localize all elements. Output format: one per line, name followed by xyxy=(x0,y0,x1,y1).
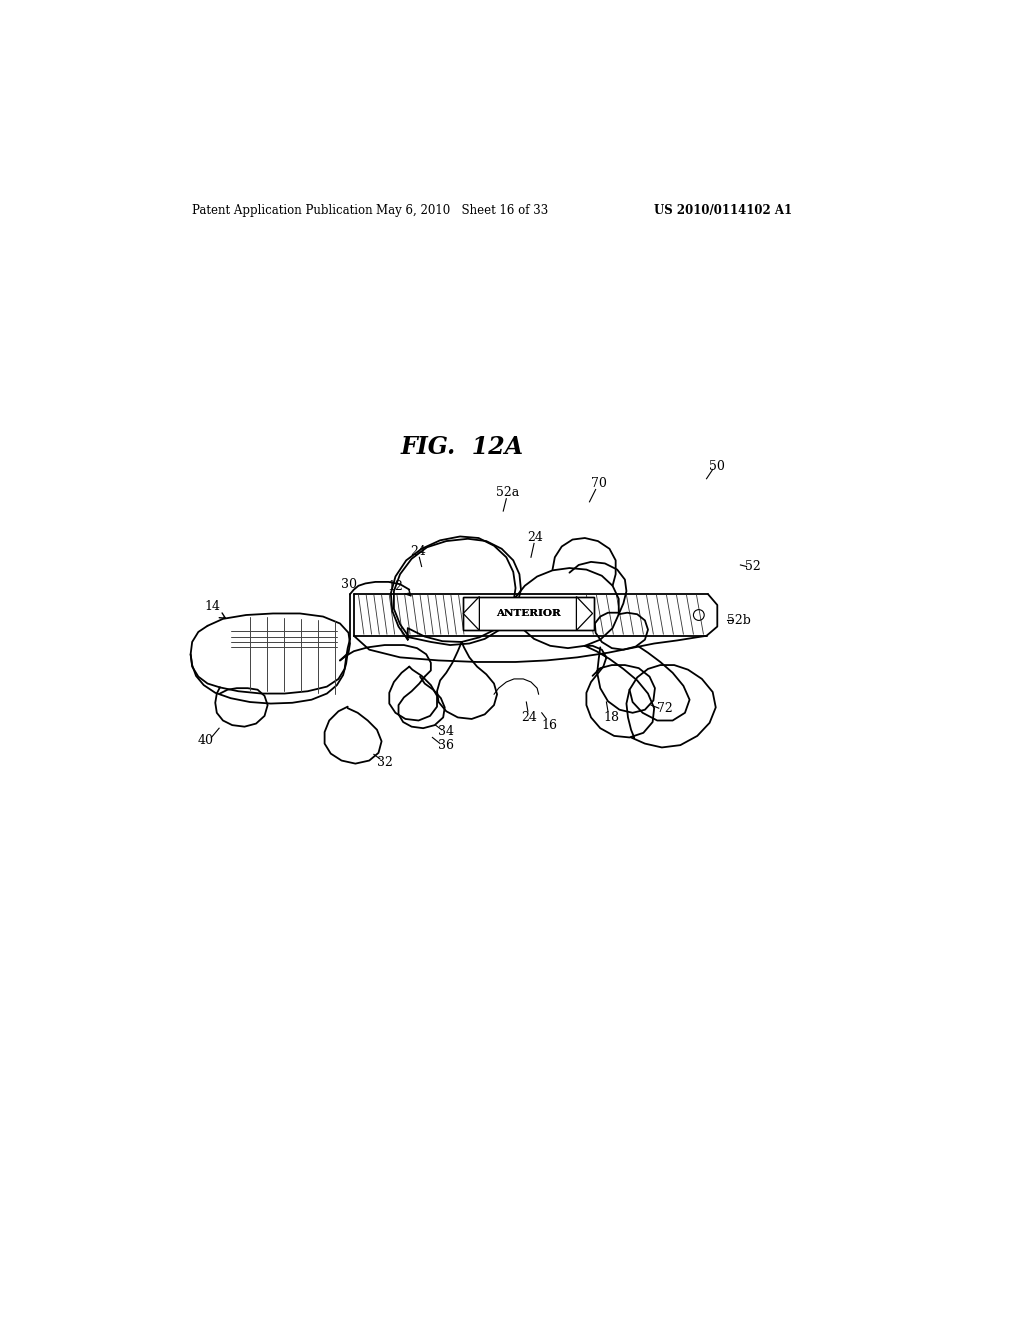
Text: May 6, 2010   Sheet 16 of 33: May 6, 2010 Sheet 16 of 33 xyxy=(376,205,548,218)
Bar xyxy=(463,597,594,631)
Text: 12: 12 xyxy=(387,579,403,593)
Text: 30: 30 xyxy=(341,578,357,591)
Text: 72: 72 xyxy=(657,702,673,714)
Text: 70: 70 xyxy=(591,477,606,490)
Text: 16: 16 xyxy=(542,718,557,731)
Text: 40: 40 xyxy=(198,734,214,747)
Bar xyxy=(463,597,594,631)
Text: 52: 52 xyxy=(744,560,761,573)
Text: 32: 32 xyxy=(377,755,392,768)
Text: Patent Application Publication: Patent Application Publication xyxy=(193,205,373,218)
Text: ANTERIOR: ANTERIOR xyxy=(497,609,561,618)
Polygon shape xyxy=(577,597,593,631)
Text: ANTERIOR: ANTERIOR xyxy=(497,609,561,618)
Text: 14: 14 xyxy=(204,601,220,612)
Text: 36: 36 xyxy=(438,739,455,751)
Text: US 2010/0114102 A1: US 2010/0114102 A1 xyxy=(654,205,793,218)
Text: FIG.  12A: FIG. 12A xyxy=(400,436,523,459)
Polygon shape xyxy=(463,597,479,631)
Text: 50: 50 xyxy=(710,459,725,473)
Text: 24: 24 xyxy=(527,531,544,544)
Text: 18: 18 xyxy=(603,711,620,723)
Text: 34: 34 xyxy=(438,725,455,738)
Text: 24: 24 xyxy=(521,711,538,723)
Text: 52b: 52b xyxy=(727,614,751,627)
Text: 52a: 52a xyxy=(497,486,519,499)
Text: 24: 24 xyxy=(411,545,426,557)
